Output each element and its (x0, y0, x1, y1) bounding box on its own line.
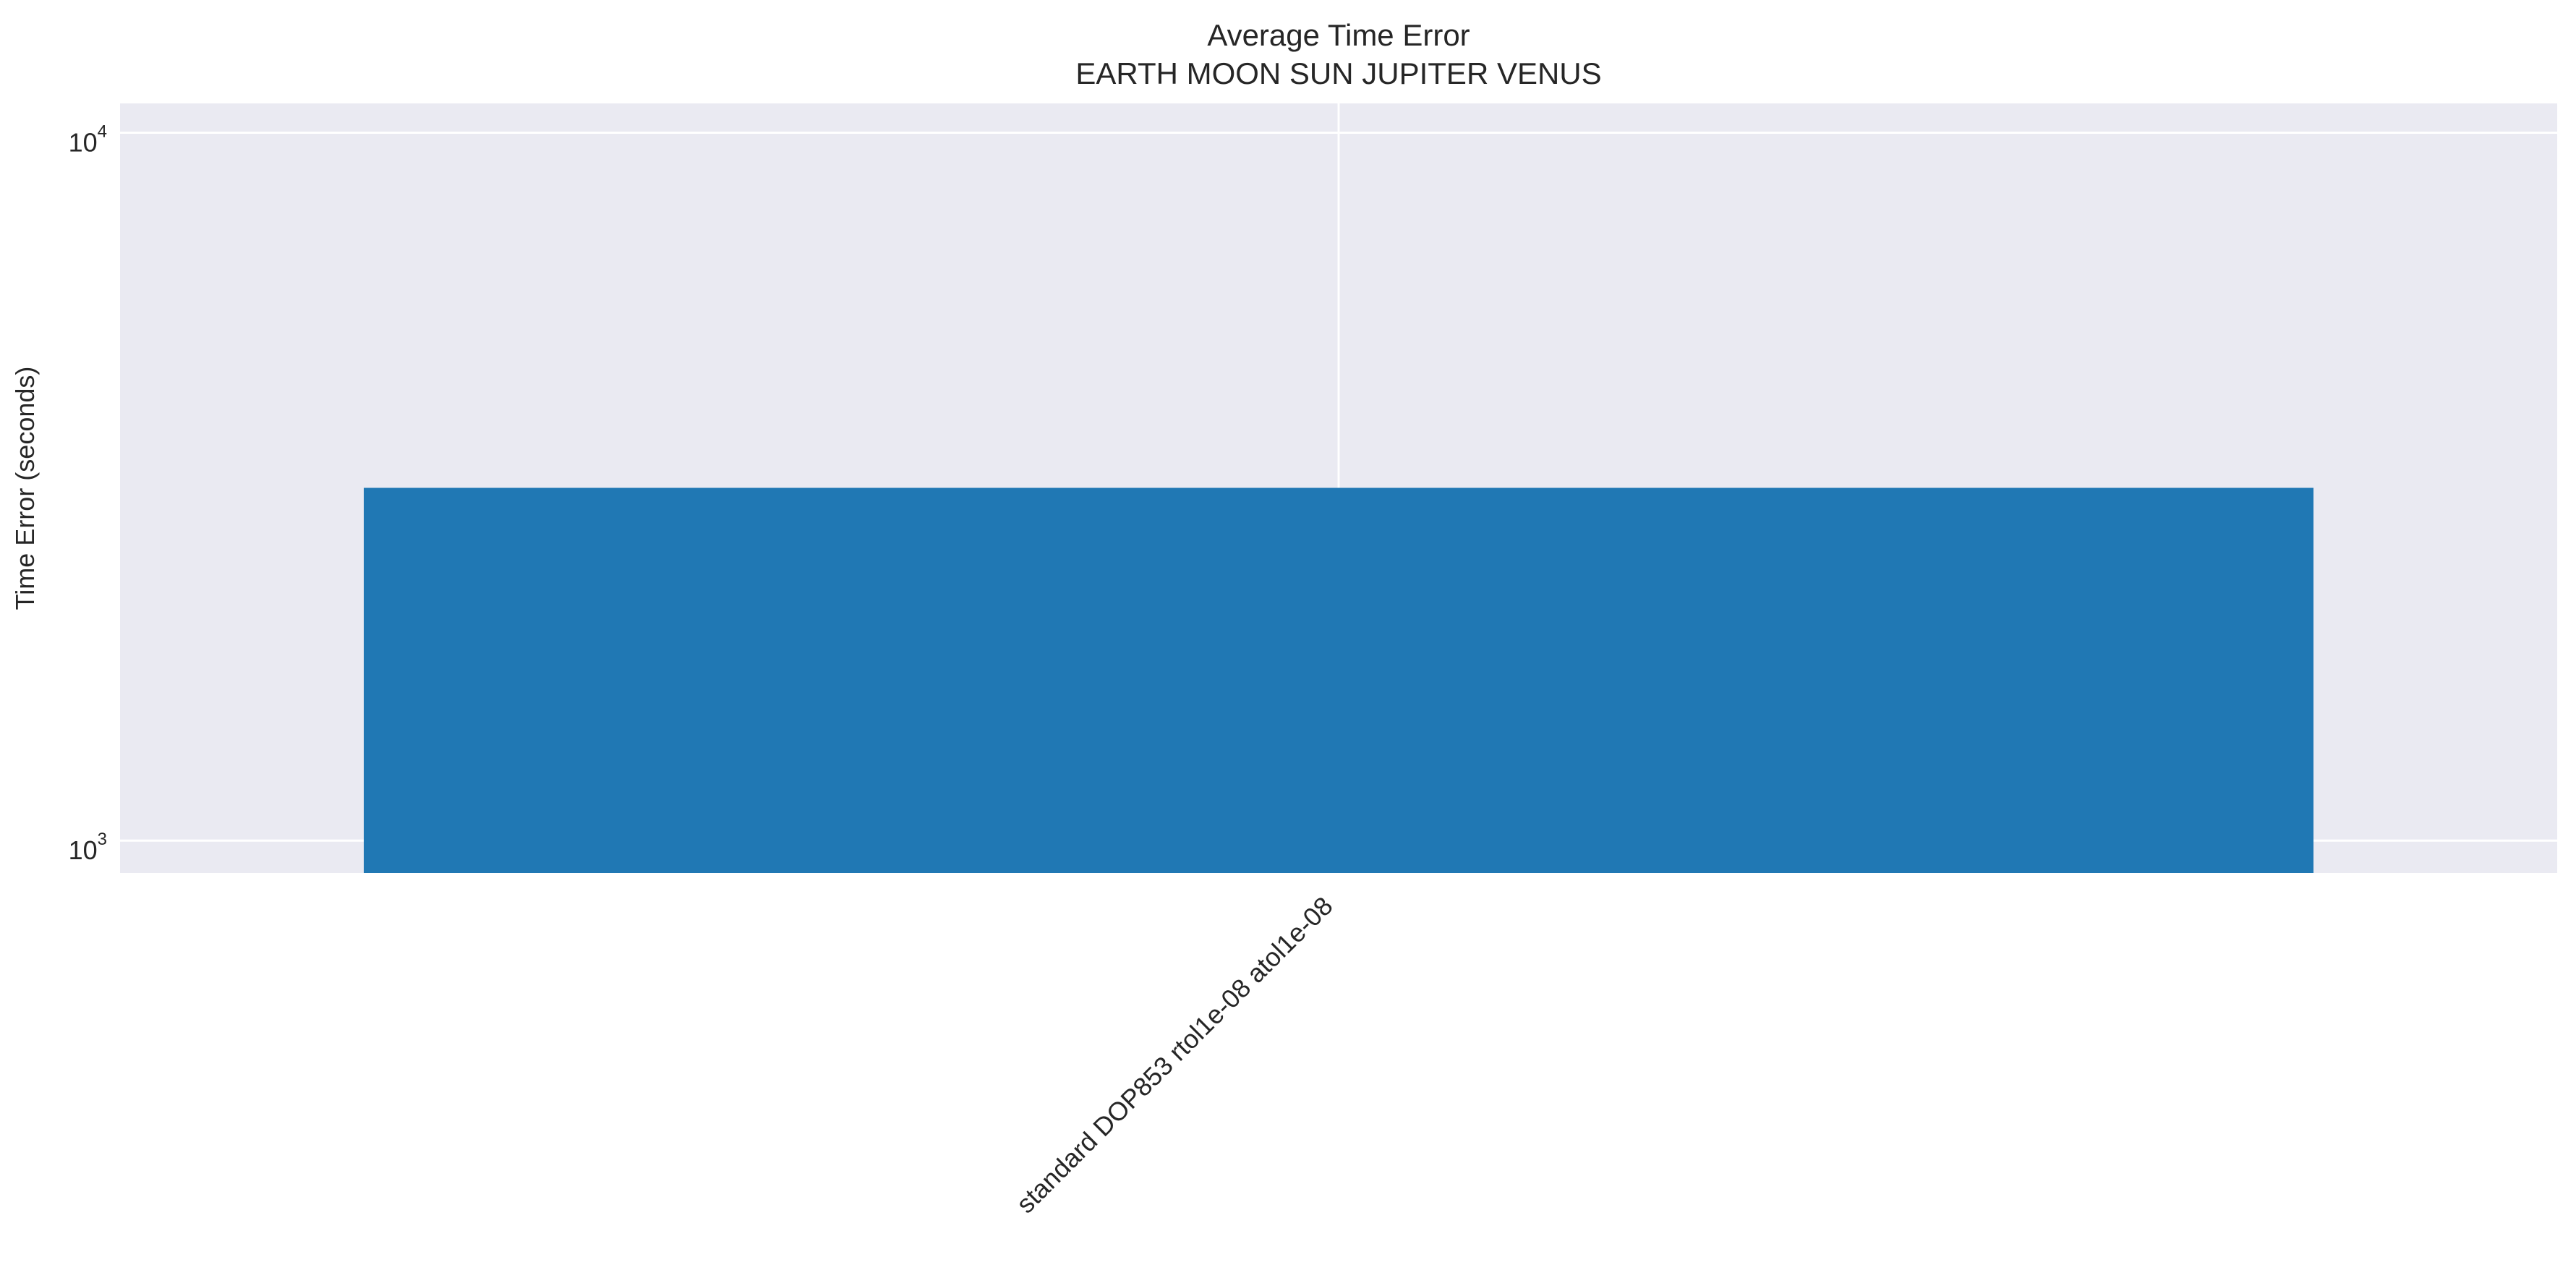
chart-title: Average Time Error (1207, 18, 1470, 52)
y-tick-label: 104 (69, 122, 107, 158)
y-ticks: 103 104 (69, 122, 107, 866)
bars (364, 487, 2313, 873)
y-tick-label: 103 (69, 830, 107, 865)
bar (364, 487, 2313, 873)
chart-subtitle: EARTH MOON SUN JUPITER VENUS (1075, 56, 1601, 90)
y-axis-label: Time Error (seconds) (10, 367, 40, 610)
